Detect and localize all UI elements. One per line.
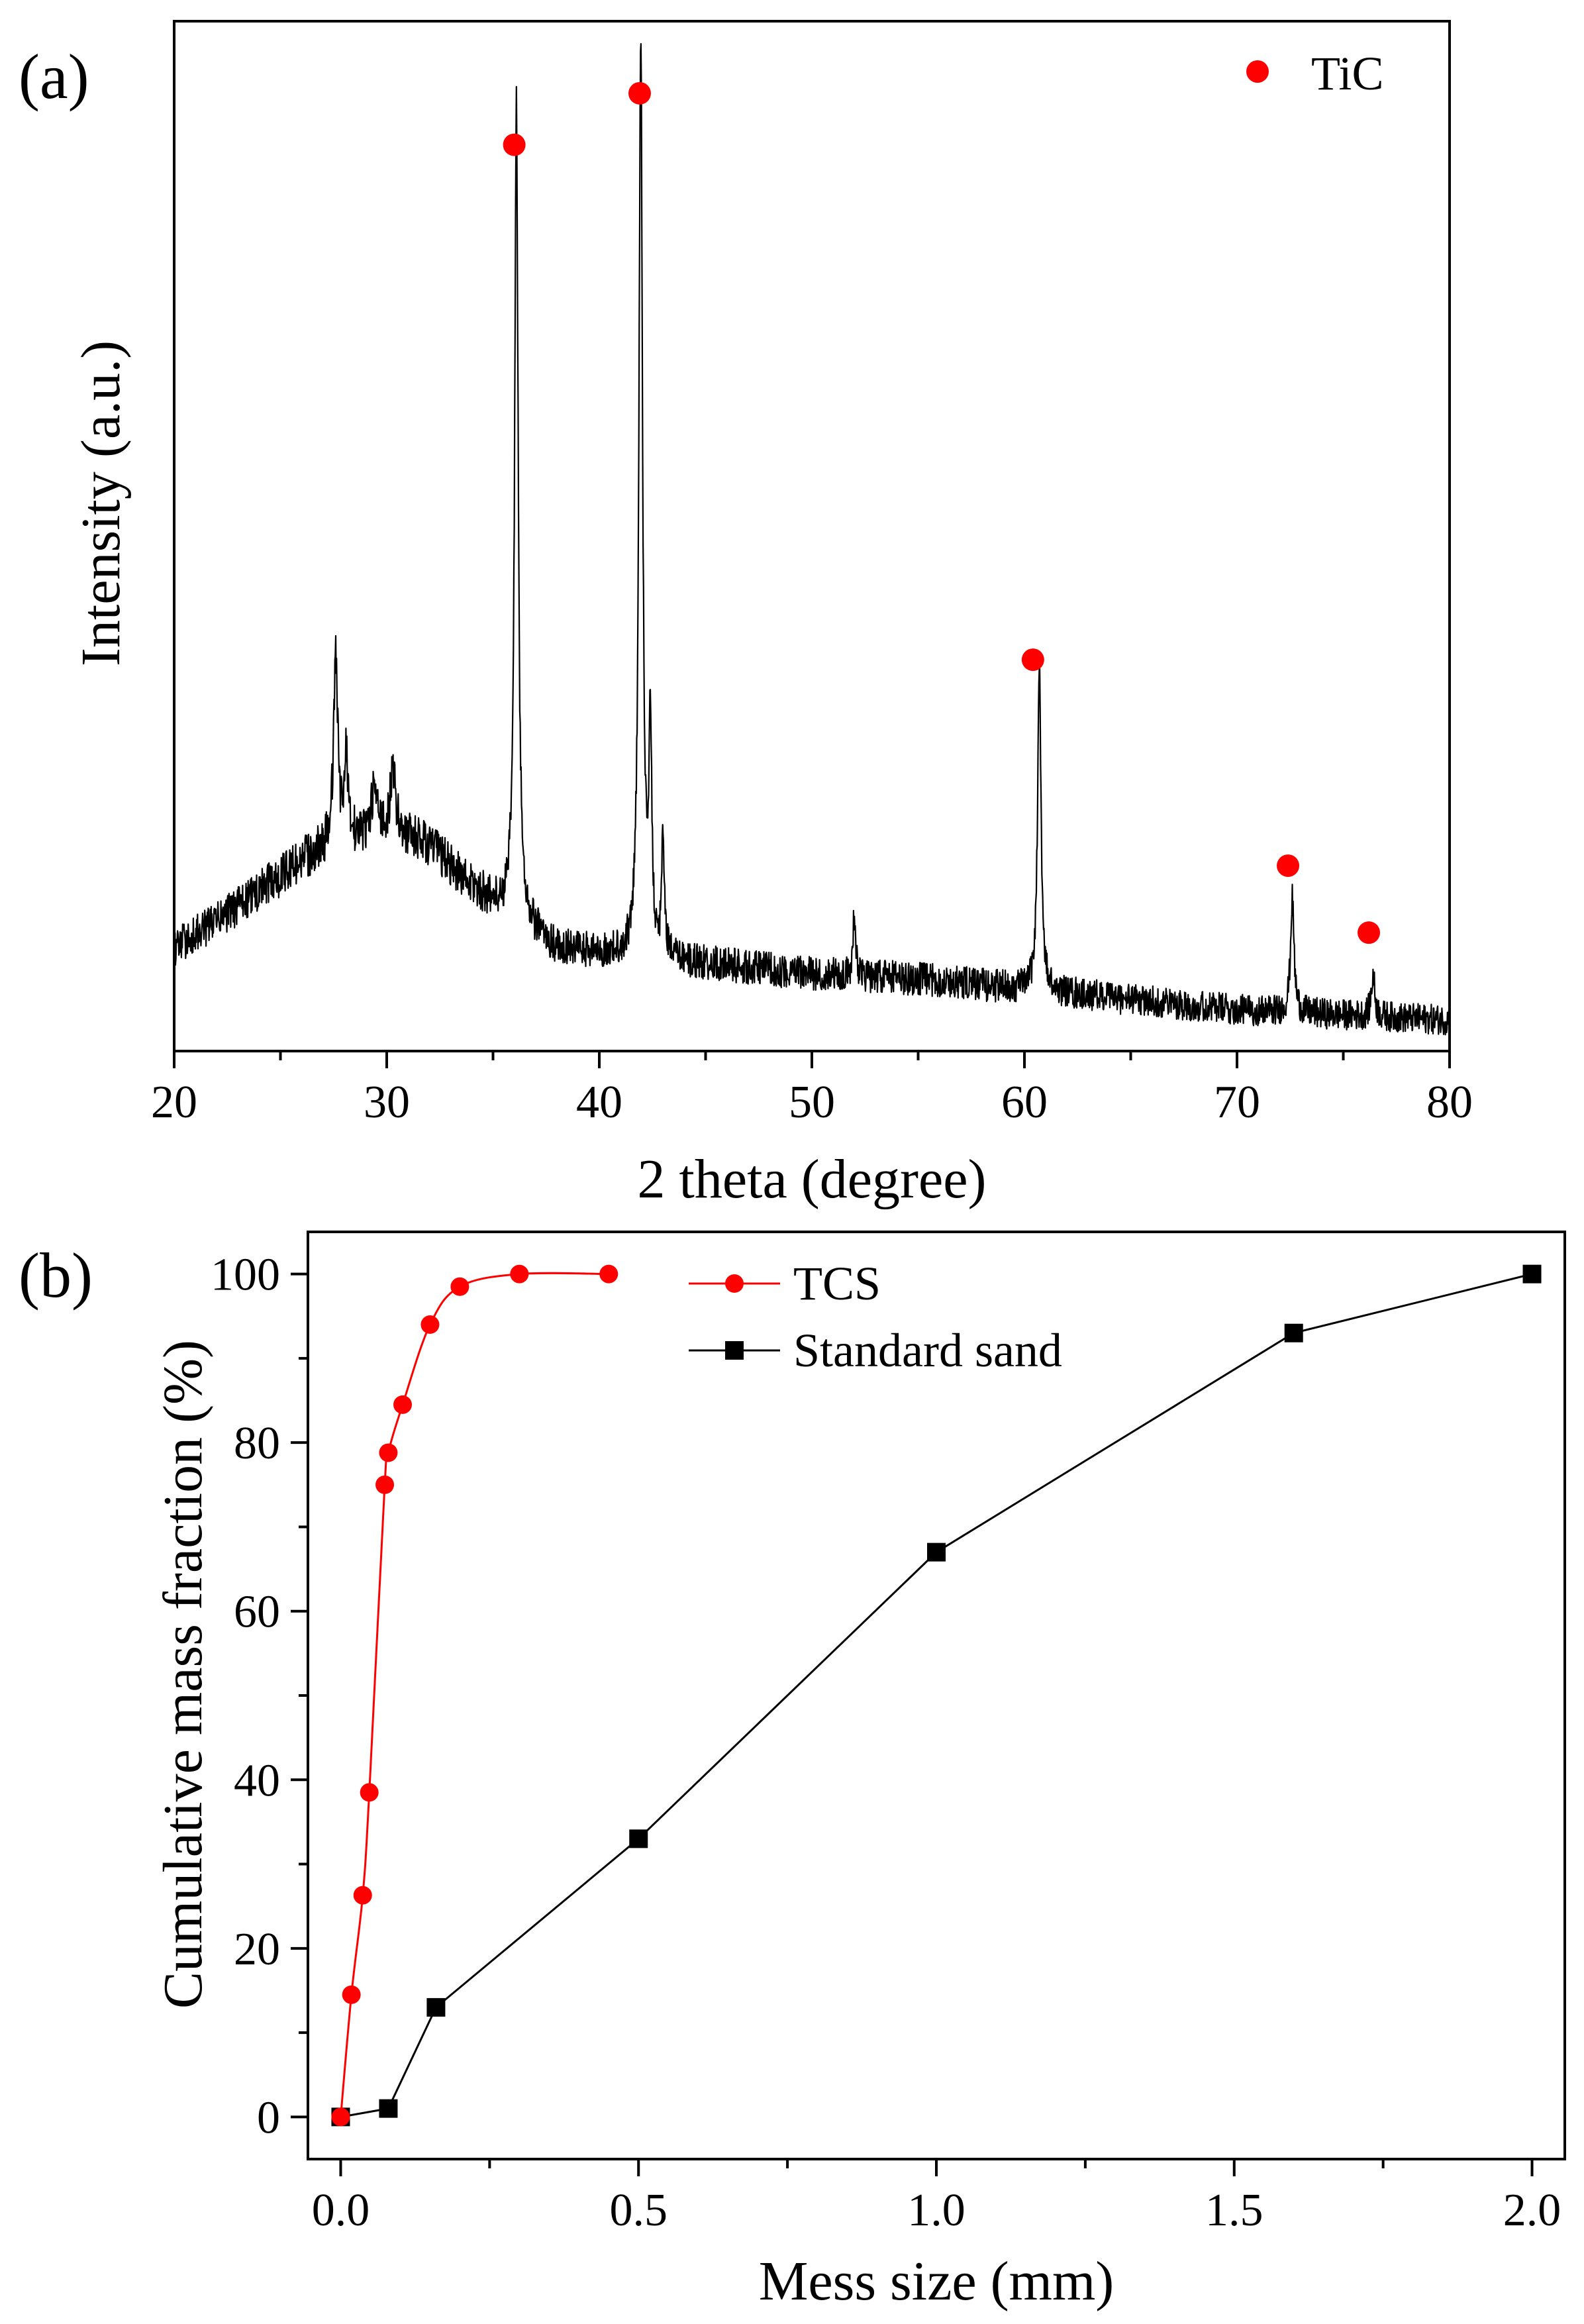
panel-a-x-axis-title: 2 theta (degree) [637,1148,986,1210]
data-point [421,1315,440,1334]
panel-b-y-ticks [291,1272,308,2119]
series-line [339,1272,609,2117]
panel-b-x-ticks [339,2159,1534,2176]
x-tick-label: 60 [1001,1077,1048,1128]
data-point [342,1985,361,2004]
data-point [426,1997,446,2017]
y-tick-label: 60 [234,1587,280,1638]
legend-standard-sand-label: Standard sand [793,1324,1062,1377]
panel-a-xrd-chart: (a) 20 30 40 50 60 70 80 TiC 2 theta (degree) … [19,20,1473,1210]
xrd-intensity-trace [173,43,1451,1036]
y-tick-label: 0 [257,2092,280,2143]
x-tick-label: 40 [576,1077,622,1128]
tic-peak-marker [628,81,651,105]
data-point [379,1443,398,1462]
series-tcs [331,1264,619,2127]
legend-standard-sand-marker [725,1341,744,1360]
panel-b-label: (b) [19,1240,93,1311]
data-point [360,1783,379,1802]
legend-tic-label: TiC [1311,47,1383,100]
data-point [629,1829,648,1848]
panel-b-particle-size-chart: (b) 0.0 0.5 1.0 1.5 2.0 0 20 40 60 80 100 TCS Sta… [19,1231,1566,2312]
data-point [1522,1264,1542,1284]
panel-b-x-axis-title: Mess size (mm) [759,2250,1114,2312]
panel-a-label: (a) [19,41,89,112]
data-point [927,1542,946,1562]
legend-tcs-label: TCS [793,1257,881,1310]
tic-peak-marker [503,133,526,156]
tic-peak-marker [1358,921,1381,944]
data-point [379,2099,398,2118]
x-tick-label: 2.0 [1503,2185,1561,2236]
y-tick-label: 100 [211,1250,280,1301]
legend-tic-marker [1246,60,1269,83]
panel-a-plot-frame [173,20,1451,1052]
panel-b-legend: TCS Standard sand [689,1257,1062,1377]
y-tick-label: 20 [234,1924,280,1975]
panel-a-y-axis-title: Intensity (a.u.) [70,340,132,666]
y-tick-label: 40 [234,1755,280,1806]
data-point [450,1277,470,1296]
panel-a-x-ticks [173,1051,1451,1068]
x-tick-label: 0.5 [609,2185,668,2236]
data-point [510,1264,529,1284]
panel-a-x-tick-labels: 20 30 40 50 60 70 80 [151,1077,1473,1128]
panel-a-legend: TiC [1246,47,1383,100]
x-tick-label: 50 [789,1077,835,1128]
legend-tcs-marker [725,1274,744,1293]
x-tick-label: 70 [1214,1077,1260,1128]
data-point [393,1395,413,1414]
series-line [340,1273,1532,2118]
data-point [353,1886,372,1905]
panel-b-y-axis-title: Cumulative mass fraction (%) [152,1340,214,2009]
data-point [331,2107,350,2127]
panel-b-y-tick-labels: 0 20 40 60 80 100 [211,1250,280,2144]
data-point [599,1264,619,1284]
series-standard-sand [331,1264,1542,2127]
tic-peak-marker [1277,854,1300,878]
x-tick-label: 20 [151,1077,197,1128]
x-tick-label: 1.0 [907,2185,965,2236]
tic-peak-marker [1021,648,1044,672]
x-tick-label: 80 [1426,1077,1473,1128]
y-tick-label: 80 [234,1418,280,1469]
tic-peak-markers [503,81,1381,944]
data-point [1284,1323,1303,1342]
panel-b-series [331,1264,1542,2127]
x-tick-label: 0.0 [312,2185,370,2236]
panel-b-x-tick-labels: 0.0 0.5 1.0 1.5 2.0 [312,2185,1561,2236]
data-point [375,1475,395,1494]
x-tick-label: 1.5 [1205,2185,1263,2236]
x-tick-label: 30 [364,1077,410,1128]
